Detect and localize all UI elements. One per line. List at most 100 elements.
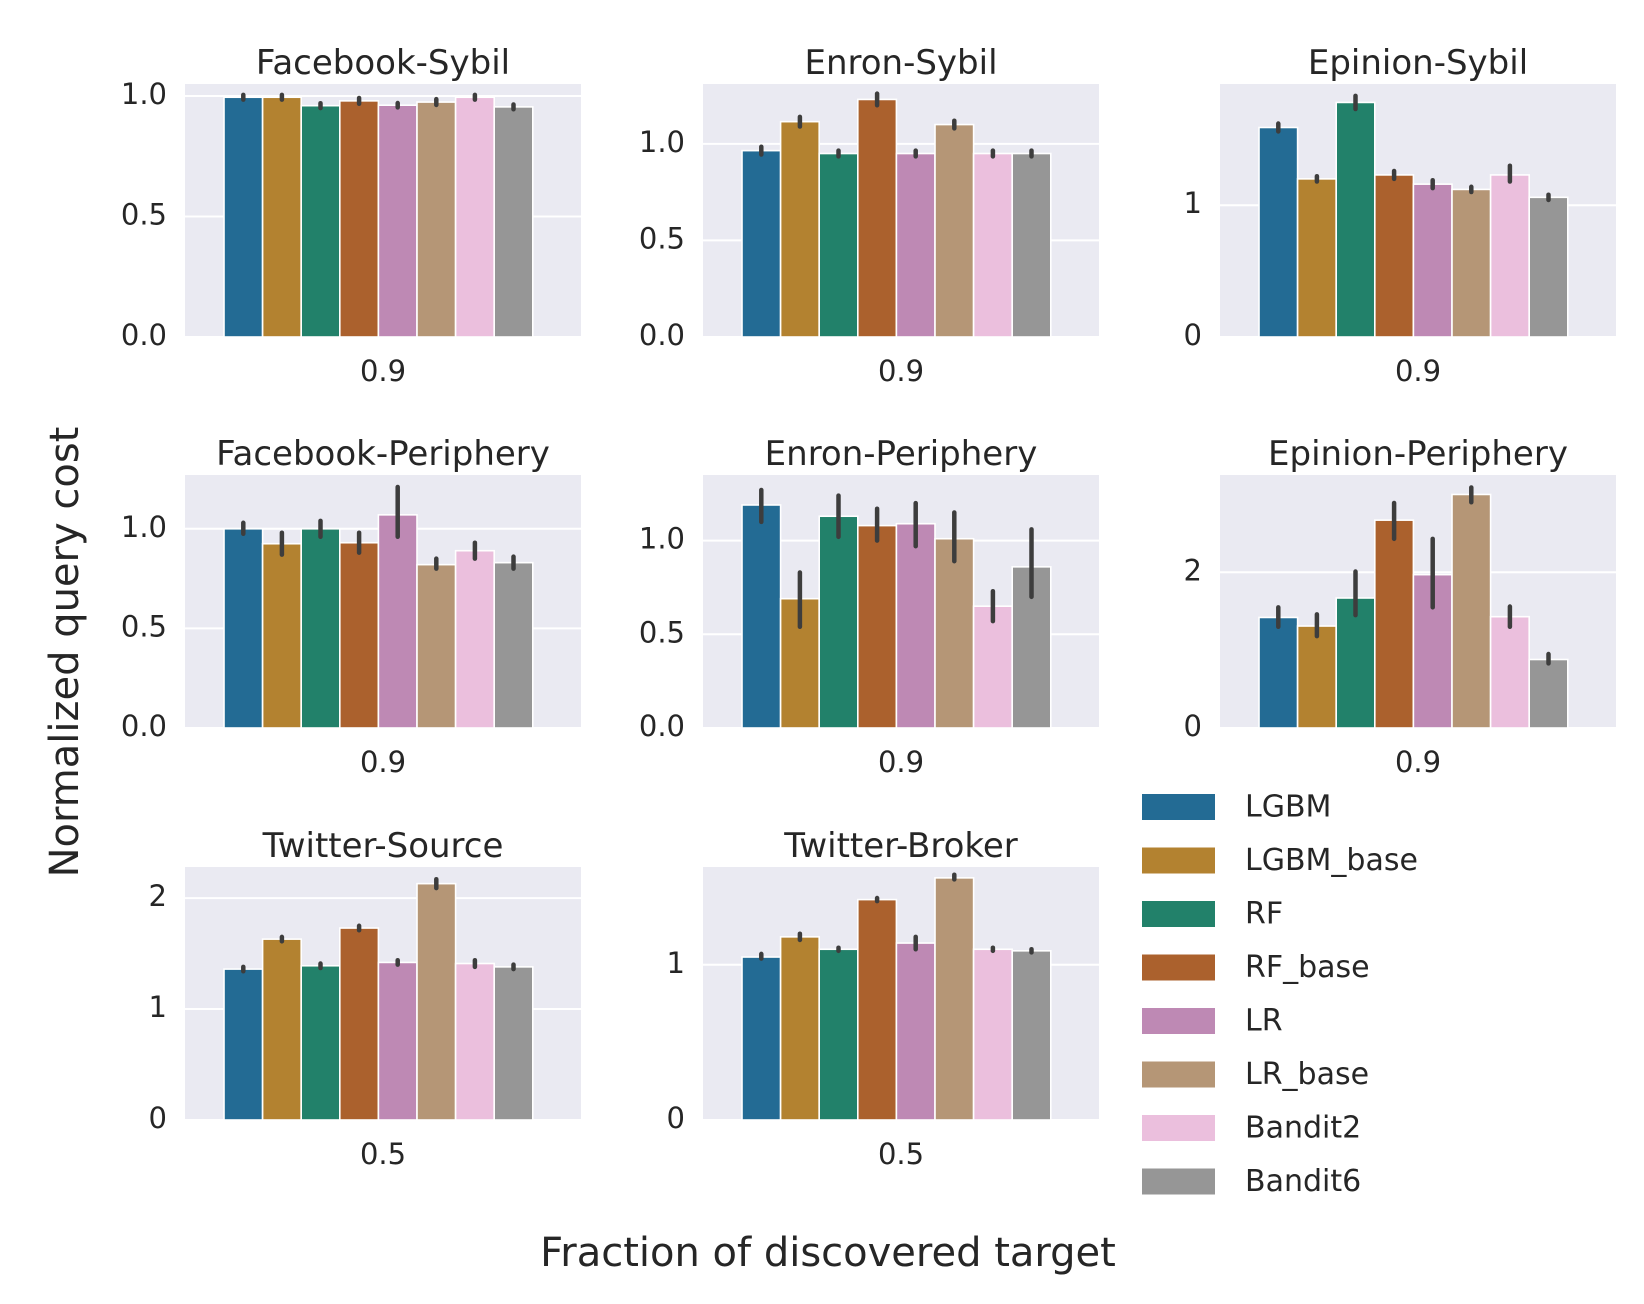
y-tick-label: 0.5: [639, 221, 685, 255]
legend-swatch-bandit2: [1142, 1115, 1215, 1141]
panel-twitter-source: 0 1 2 Twitter-Source 0.5: [149, 826, 581, 1171]
legend-label: Bandit6: [1245, 1164, 1361, 1199]
bar-bandit2: [972, 948, 1013, 1121]
x-tick-label: 0.5: [878, 1137, 924, 1171]
legend-swatch-bandit6: [1142, 1168, 1215, 1195]
y-tick-label: 2: [1184, 553, 1202, 587]
y-tick-label: 0: [149, 1101, 167, 1135]
y-tick-label: 1.0: [121, 77, 167, 111]
y-tick-label: 0.0: [121, 709, 167, 743]
bar-bandit6: [1011, 950, 1052, 1121]
legend: LGBM LGBM_base RF RF_base LR LR_base Bandit2 Ba…: [1142, 790, 1418, 1199]
bar-bandit6: [1528, 658, 1569, 729]
panel-title: Twitter-Source: [262, 826, 504, 866]
bar-bandit2: [454, 962, 496, 1121]
legend-label: LR: [1245, 1004, 1283, 1039]
bar-lgbm: [223, 96, 264, 338]
x-tick-label: 0.9: [1395, 745, 1441, 779]
x-tick-label: 0.9: [360, 745, 406, 779]
bar-bandit6: [493, 966, 534, 1121]
bar-bandit6: [1011, 152, 1052, 338]
bar-lr_base: [416, 882, 457, 1121]
bar-rf_base: [1374, 519, 1415, 729]
y-tick-label: 1: [149, 990, 167, 1024]
y-tick-label: 0.5: [121, 198, 167, 232]
bar-bandit6: [1528, 196, 1569, 338]
bar-lgbm: [741, 504, 782, 729]
bar-rf_base: [856, 898, 898, 1121]
panel-title: Epinion-Periphery: [1268, 434, 1568, 474]
y-tick-label: 0: [1184, 709, 1202, 743]
bar-rf_base: [1374, 174, 1415, 338]
bar-rf_base: [338, 927, 380, 1121]
bar-lr_base: [1451, 493, 1492, 729]
panel-enron-sybil: 0.0 0.5 1.0 Enron-Sybil 0.9: [639, 43, 1099, 388]
bar-lr: [377, 961, 418, 1121]
bar-lgbm: [1258, 126, 1299, 338]
bar-bandit2: [454, 549, 496, 729]
panel-epinion-periphery: 0 2 Epinion-Periphery 0.9: [1184, 434, 1616, 779]
bar-lgbm: [1258, 616, 1299, 729]
x-axis-label: Fraction of discovered target: [540, 1230, 1116, 1276]
legend-label: LGBM: [1245, 790, 1331, 825]
bar-bandit6: [493, 561, 534, 729]
bar-rf: [1335, 597, 1376, 729]
y-tick-label: 1: [1184, 186, 1202, 220]
legend-swatch-rf_base: [1142, 954, 1215, 981]
x-tick-label: 0.9: [360, 354, 406, 388]
x-tick-label: 0.9: [878, 745, 924, 779]
bar-lr_base: [934, 537, 975, 729]
y-tick-label: 1.0: [121, 510, 167, 544]
legend-swatch-rf: [1142, 901, 1215, 927]
bar-rf: [1335, 101, 1376, 338]
bar-lr_base: [934, 877, 975, 1121]
bar-rf_base: [856, 98, 898, 338]
legend-swatch-lr_base: [1142, 1061, 1215, 1088]
bar-bandit2: [1489, 615, 1530, 729]
bar-rf: [818, 515, 859, 729]
bar-lgbm: [741, 149, 782, 338]
x-tick-label: 0.5: [360, 1137, 406, 1171]
bar-lr_base: [934, 123, 975, 338]
bar-lgbm: [223, 968, 264, 1121]
bar-rf_base: [856, 524, 898, 729]
legend-label: RF_base: [1245, 950, 1370, 985]
bar-bandit2: [1489, 174, 1530, 338]
legend-swatch-lgbm_base: [1142, 847, 1215, 874]
y-tick-label: 0.0: [121, 318, 167, 352]
bar-lgbm_base: [779, 120, 820, 338]
legend-label: Bandit2: [1245, 1111, 1361, 1146]
bar-lr: [895, 522, 936, 729]
legend-label: LR_base: [1245, 1057, 1369, 1092]
bar-lr_base: [416, 101, 457, 338]
y-tick-label: 0.0: [639, 318, 685, 352]
y-axis-label: Normalized query cost: [42, 427, 88, 878]
y-tick-label: 1.0: [639, 125, 685, 159]
bar-lgbm: [741, 956, 782, 1121]
panel-twitter-broker: 0 1 Twitter-Broker 0.5: [667, 826, 1099, 1171]
bar-lr: [1412, 183, 1453, 338]
legend-swatch-lgbm: [1142, 794, 1215, 820]
bar-rf: [818, 152, 859, 338]
bar-lr: [895, 152, 936, 338]
bar-bandit2: [972, 605, 1013, 729]
panel-epinion-sybil: 0 1 Epinion-Sybil 0.9: [1184, 43, 1616, 388]
x-tick-label: 0.9: [878, 354, 924, 388]
bar-lgbm_base: [779, 936, 820, 1121]
panel-title: Facebook-Sybil: [256, 43, 510, 83]
panels: 0.0 0.5 1.0 Facebook-Sybil 0.9 0.0 0.5 1.0 Enron…: [121, 43, 1616, 1171]
x-tick-label: 0.9: [1395, 354, 1441, 388]
y-tick-label: 0: [1184, 318, 1202, 352]
bar-bandit2: [454, 96, 496, 338]
bar-lr: [895, 942, 936, 1121]
bar-lgbm_base: [261, 938, 303, 1121]
y-tick-label: 1.0: [639, 522, 685, 556]
legend-swatch-lr: [1142, 1008, 1215, 1034]
legend-label: LGBM_base: [1245, 843, 1418, 878]
bar-lr_base: [1451, 188, 1492, 338]
panel-enron-periphery: 0.0 0.5 1.0 Enron-Periphery 0.9: [639, 434, 1099, 779]
bar-rf: [818, 948, 859, 1121]
panel-title: Facebook-Periphery: [216, 434, 550, 474]
y-tick-label: 0.0: [639, 709, 685, 743]
